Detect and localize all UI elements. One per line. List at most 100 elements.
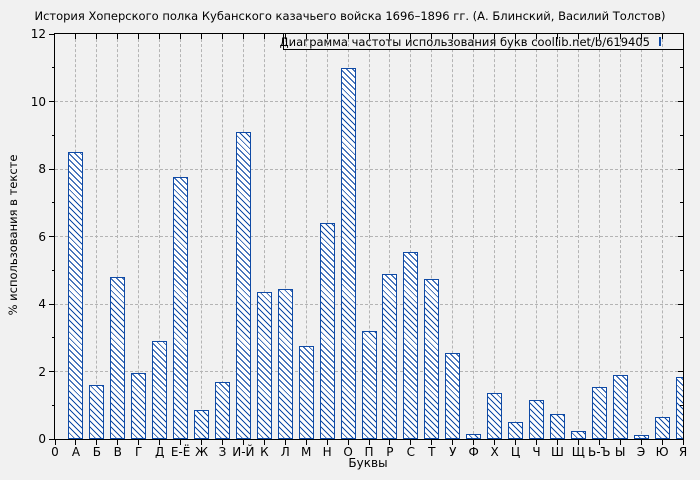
v-gridline [138,34,140,439]
x-tick-label: Р [386,445,394,459]
bar-Т [424,278,440,439]
v-gridline [305,34,307,439]
x-tick [556,439,558,445]
v-gridline [515,34,517,439]
x-tick-mirror [159,34,161,39]
y-tick-mirror [678,303,683,305]
x-tick-mirror [96,34,98,39]
x-tick [242,439,244,445]
x-tick-label: У [449,445,457,459]
x-tick-mirror [263,34,265,39]
x-tick-label: С [406,445,416,459]
x-tick-mirror [138,34,140,39]
x-axis-title: Буквы [348,456,388,470]
y-tick-label: 0 [38,432,46,446]
v-gridline [598,34,600,439]
x-tick-mirror [180,34,182,39]
bar-И-Й [235,131,251,439]
x-tick-label: Е-Ё [170,445,191,459]
y-tick-label: 10 [30,94,46,109]
y-tick-mirror [678,168,683,170]
x-tick-label: З [218,445,227,459]
x-tick-mirror [117,34,119,39]
x-tick-label: Э [636,445,646,459]
x-tick-mirror [347,34,349,39]
v-gridline [431,34,433,439]
bar-Е-Ё [173,177,189,439]
bar-Б [89,385,105,439]
x-tick [347,439,349,445]
v-gridline [640,34,642,439]
x-tick [159,439,161,445]
x-tick-label: Ц [510,445,521,459]
v-gridline [473,34,475,439]
x-tick-mirror [577,34,579,39]
legend-hatched-swatch-icon [659,37,661,46]
y-tick [49,101,55,102]
x-tick-mirror [452,34,454,39]
x-tick-mirror [473,34,475,39]
x-tick-mirror [326,34,328,39]
bar-Ф [466,433,482,439]
y-tick-mirror [678,236,683,237]
v-gridline [661,34,663,439]
x-tick [389,439,391,445]
bar-Я [675,376,683,439]
x-tick [75,439,77,445]
y-minor-tick-mirror [680,202,683,204]
bar-Ч [528,400,544,439]
bars-layer [55,34,683,439]
x-tick-mirror [284,34,286,39]
x-tick [640,439,642,445]
x-tick-label: Б [92,445,101,459]
y-minor-tick [52,67,55,69]
v-gridline [284,34,286,439]
v-gridline [368,34,370,439]
y-tick-mirror [678,101,683,102]
y-minor-tick-mirror [680,337,683,339]
v-gridline [535,34,537,439]
x-tick-mirror [242,34,244,39]
x-tick [535,439,537,445]
x-tick-mirror [535,34,537,39]
x-tick [410,439,412,445]
v-gridline [96,34,98,439]
y-tick [49,371,55,372]
x-tick-label: Ш [550,445,564,459]
v-gridline [263,34,265,439]
x-tick-mirror [75,34,77,39]
y-tick [49,303,55,305]
x-tick-mirror [619,34,621,39]
bar-З [214,381,230,439]
x-tick [598,439,600,445]
bar-О [340,67,356,439]
x-tick-label: Щ [571,445,585,459]
v-gridline [117,34,119,439]
x-tick [138,439,140,445]
x-tick [682,439,684,445]
x-tick-mirror [640,34,642,39]
x-tick-label: 0 [51,445,59,459]
bar-П [361,331,377,439]
x-tick-label: Ь-Ъ [587,445,611,459]
x-tick-label: И-Й [232,445,255,459]
x-tick-label: Д [154,445,165,459]
v-gridline [577,34,579,439]
y-minor-tick [52,404,55,406]
x-tick-mirror [431,34,433,39]
bar-У [445,352,461,439]
x-tick-label: П [364,445,374,459]
x-tick-mirror [556,34,558,39]
x-tick [96,439,98,445]
x-tick [326,439,328,445]
y-tick [49,168,55,170]
bar-Д [152,341,168,439]
v-gridline [221,34,223,439]
y-tick-label: 2 [38,364,46,379]
bar-Ж [194,410,210,439]
x-tick-label: В [113,445,122,459]
x-tick-mirror [201,34,203,39]
x-tick-label: Г [135,445,143,459]
x-tick-mirror [515,34,517,39]
x-tick-label: Н [322,445,332,459]
